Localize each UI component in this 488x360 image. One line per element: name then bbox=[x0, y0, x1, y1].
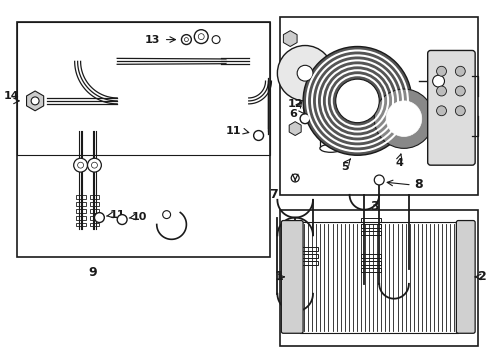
Text: 2: 2 bbox=[477, 270, 486, 283]
Bar bbox=[361, 225, 381, 229]
Circle shape bbox=[454, 106, 464, 116]
Circle shape bbox=[212, 36, 220, 44]
Bar bbox=[76, 195, 85, 199]
Text: 3: 3 bbox=[369, 200, 378, 213]
Circle shape bbox=[74, 158, 87, 172]
Text: 10: 10 bbox=[132, 212, 147, 222]
Bar bbox=[361, 231, 381, 235]
Text: 9: 9 bbox=[88, 266, 97, 279]
Ellipse shape bbox=[319, 97, 341, 105]
Bar bbox=[361, 261, 381, 265]
FancyBboxPatch shape bbox=[281, 221, 303, 333]
FancyBboxPatch shape bbox=[427, 50, 474, 165]
Bar bbox=[17, 22, 270, 257]
Circle shape bbox=[184, 37, 188, 41]
Circle shape bbox=[300, 114, 309, 123]
Circle shape bbox=[198, 33, 204, 40]
Circle shape bbox=[436, 86, 446, 96]
Circle shape bbox=[194, 30, 208, 44]
Bar bbox=[76, 216, 85, 220]
Circle shape bbox=[78, 162, 83, 168]
Text: 11: 11 bbox=[109, 210, 124, 220]
Circle shape bbox=[253, 131, 263, 140]
Bar bbox=[89, 195, 99, 199]
Text: 14: 14 bbox=[4, 91, 19, 101]
Text: 4: 4 bbox=[394, 158, 402, 168]
Circle shape bbox=[303, 46, 411, 155]
Ellipse shape bbox=[319, 144, 341, 152]
Circle shape bbox=[436, 66, 446, 76]
Circle shape bbox=[386, 101, 421, 136]
Bar bbox=[89, 216, 99, 220]
Bar bbox=[76, 202, 85, 206]
Bar bbox=[89, 202, 99, 206]
Polygon shape bbox=[26, 91, 43, 111]
Text: 12: 12 bbox=[287, 99, 302, 109]
Bar bbox=[76, 222, 85, 226]
Bar bbox=[280, 210, 477, 346]
Circle shape bbox=[454, 66, 464, 76]
Bar bbox=[361, 254, 381, 258]
Bar bbox=[17, 22, 270, 155]
Bar bbox=[319, 101, 341, 148]
Bar bbox=[361, 268, 381, 272]
Circle shape bbox=[373, 175, 384, 185]
FancyBboxPatch shape bbox=[455, 221, 474, 333]
Circle shape bbox=[335, 79, 379, 123]
Circle shape bbox=[454, 86, 464, 96]
Circle shape bbox=[291, 174, 299, 182]
Bar bbox=[89, 209, 99, 213]
Circle shape bbox=[181, 35, 191, 45]
Bar bbox=[361, 217, 381, 221]
Circle shape bbox=[117, 215, 127, 225]
Bar bbox=[280, 17, 477, 195]
Circle shape bbox=[436, 106, 446, 116]
Circle shape bbox=[432, 75, 444, 87]
Circle shape bbox=[297, 65, 312, 81]
Text: 13: 13 bbox=[144, 35, 160, 45]
Bar bbox=[290, 261, 317, 265]
Text: 7: 7 bbox=[269, 188, 278, 201]
Text: 5: 5 bbox=[340, 162, 348, 172]
Bar bbox=[290, 247, 317, 251]
Text: 15: 15 bbox=[337, 88, 352, 98]
Circle shape bbox=[87, 158, 101, 172]
Circle shape bbox=[277, 45, 332, 101]
Bar bbox=[290, 254, 317, 258]
Circle shape bbox=[163, 211, 170, 219]
Circle shape bbox=[94, 213, 104, 222]
Circle shape bbox=[91, 162, 97, 168]
Text: 11: 11 bbox=[225, 126, 240, 136]
Bar bbox=[300, 221, 457, 333]
Bar bbox=[76, 209, 85, 213]
Text: 8: 8 bbox=[413, 179, 422, 192]
Text: 1: 1 bbox=[274, 270, 283, 283]
Bar bbox=[89, 222, 99, 226]
Circle shape bbox=[373, 89, 433, 148]
Text: 6: 6 bbox=[289, 109, 297, 119]
Circle shape bbox=[31, 97, 39, 105]
